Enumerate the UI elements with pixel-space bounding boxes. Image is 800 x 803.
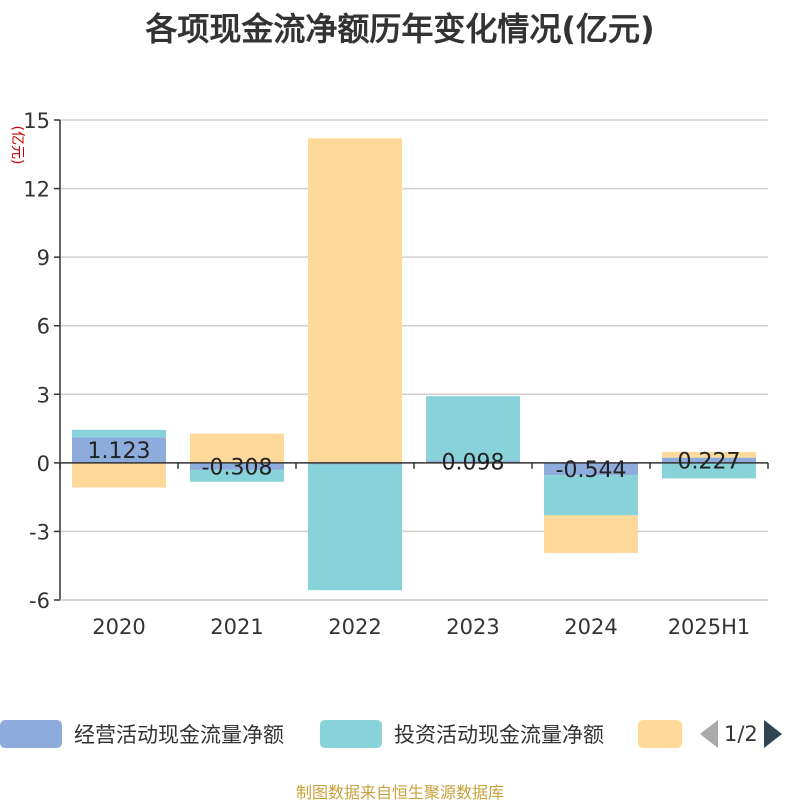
legend-swatch-operating [0,720,62,748]
bar-investing [662,462,756,479]
bar-financing [544,515,638,554]
prev-page-icon[interactable] [700,720,718,748]
bar-financing [662,451,756,458]
legend-page-indicator: 1/2 [724,722,758,746]
y-axis-label: (亿元) [9,126,25,165]
legend-item-operating[interactable]: 经营活动现金流量净额 [0,716,284,752]
bar-investing [544,475,638,516]
bar-investing [426,396,520,461]
bar-operating [426,460,520,463]
data-label: -0.308 [202,455,273,480]
bar-investing [72,429,166,438]
x-tick-label: 2025H1 [668,615,751,639]
data-label: 1.123 [88,439,151,464]
next-page-icon[interactable] [763,720,782,748]
legend-pager: 1/2 [700,716,782,752]
bar-operating [308,462,402,465]
bar-investing [190,469,284,482]
legend-item-financing[interactable] [638,716,682,752]
bar-financing [72,462,166,488]
x-tick-label: 2021 [210,615,263,639]
bar-operating [72,437,166,463]
bar-financing [308,138,402,463]
bar-financing [190,433,284,463]
y-tick-label: 6 [37,315,50,339]
chart-title: 各项现金流净额历年变化情况(亿元) [145,10,655,48]
y-tick-label: 12 [23,178,50,202]
bar-operating [544,462,638,476]
legend-item-investing[interactable]: 投资活动现金流量净额 [320,716,604,752]
x-tick-label: 2020 [92,615,145,639]
x-tick-label: 2023 [446,615,499,639]
bar-investing [308,464,402,591]
x-tick-label: 2022 [328,615,381,639]
data-label: 0.227 [678,449,741,474]
y-tick-label: 15 [23,109,50,133]
y-tick-label: 0 [37,452,50,476]
bar-operating [190,462,284,470]
bar-operating [662,457,756,463]
legend: 经营活动现金流量净额 投资活动现金流量净额 [0,716,800,752]
y-tick-label: -3 [29,520,50,544]
y-tick-label: 9 [37,246,50,270]
y-tick-label: 3 [37,383,50,407]
legend-swatch-financing [638,720,682,748]
legend-label-operating: 经营活动现金流量净额 [74,723,284,747]
data-label: 0.098 [442,451,505,476]
legend-label-investing: 投资活动现金流量净额 [394,723,604,747]
y-tick-label: -6 [29,589,50,613]
x-tick-label: 2024 [564,615,617,639]
legend-swatch-investing [320,720,382,748]
data-label: -0.544 [556,458,627,483]
source-note: 制图数据来自恒生聚源数据库 [295,783,504,802]
